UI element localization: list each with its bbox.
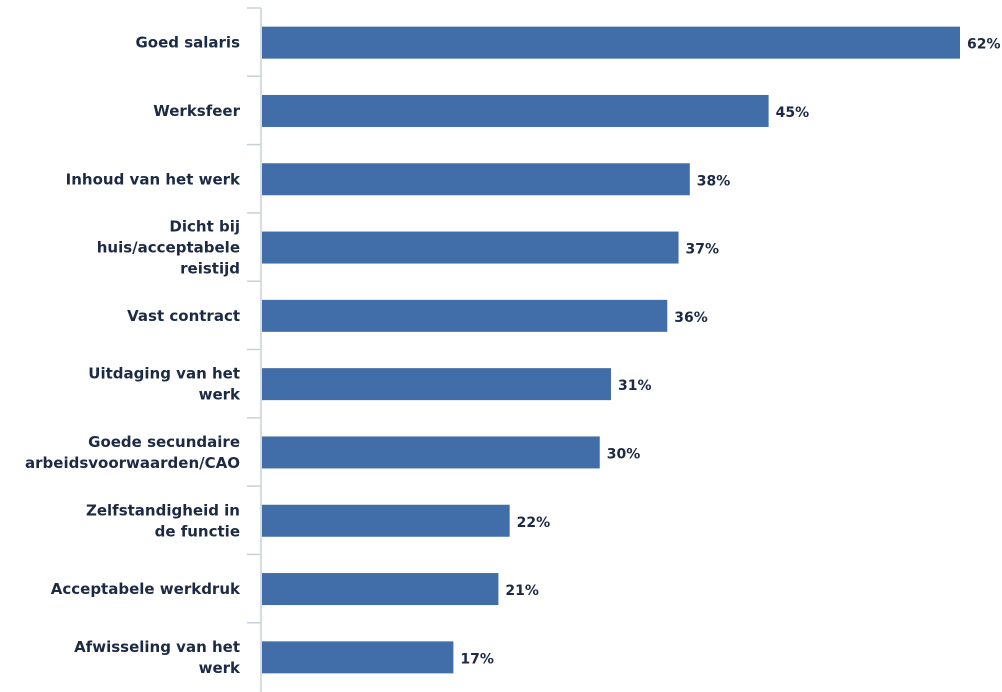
- category-label: Acceptabele werkdruk: [51, 580, 241, 598]
- category-label: Inhoud van het werk: [66, 170, 241, 188]
- value-labels: 62% 45% 38% 37% 36% 31% 30% 22% 21% 17%: [460, 37, 1000, 668]
- bars: [262, 26, 960, 674]
- category-label: Vast contract: [127, 307, 240, 325]
- value-label: 30%: [607, 446, 641, 462]
- category-label: Werksfeer: [153, 102, 240, 120]
- value-label: 17%: [460, 651, 494, 667]
- value-label: 37%: [686, 242, 720, 258]
- bar: [262, 641, 454, 674]
- value-label: 45%: [776, 105, 810, 121]
- category-label: Uitdaging van het werk: [88, 365, 241, 404]
- value-label: 22%: [517, 515, 551, 531]
- category-label: Zelfstandigheid in de functie: [86, 501, 240, 540]
- category-label: Goed salaris: [135, 34, 240, 52]
- bar: [262, 163, 690, 196]
- category-labels: Goed salaris Werksfeer Inhoud van het werk…: [25, 34, 241, 677]
- bar: [262, 504, 510, 537]
- value-label: 38%: [697, 173, 731, 189]
- value-label: 31%: [618, 378, 652, 394]
- bar: [262, 436, 600, 469]
- category-label: Goede secundaire arbeidsvoorwaarden/CAO: [25, 433, 240, 472]
- bar: [262, 368, 611, 401]
- bar: [262, 26, 960, 59]
- value-label: 62%: [967, 37, 1001, 53]
- value-label: 21%: [505, 583, 539, 599]
- category-label: Afwisseling van het werk: [74, 638, 241, 677]
- bar: [262, 231, 679, 264]
- bar: [262, 94, 769, 127]
- bar: [262, 299, 668, 332]
- axis: [247, 7, 262, 692]
- value-label: 36%: [674, 310, 708, 326]
- category-label: Dicht bij huis/acceptabele reistijd: [97, 218, 240, 278]
- bar: [262, 573, 499, 606]
